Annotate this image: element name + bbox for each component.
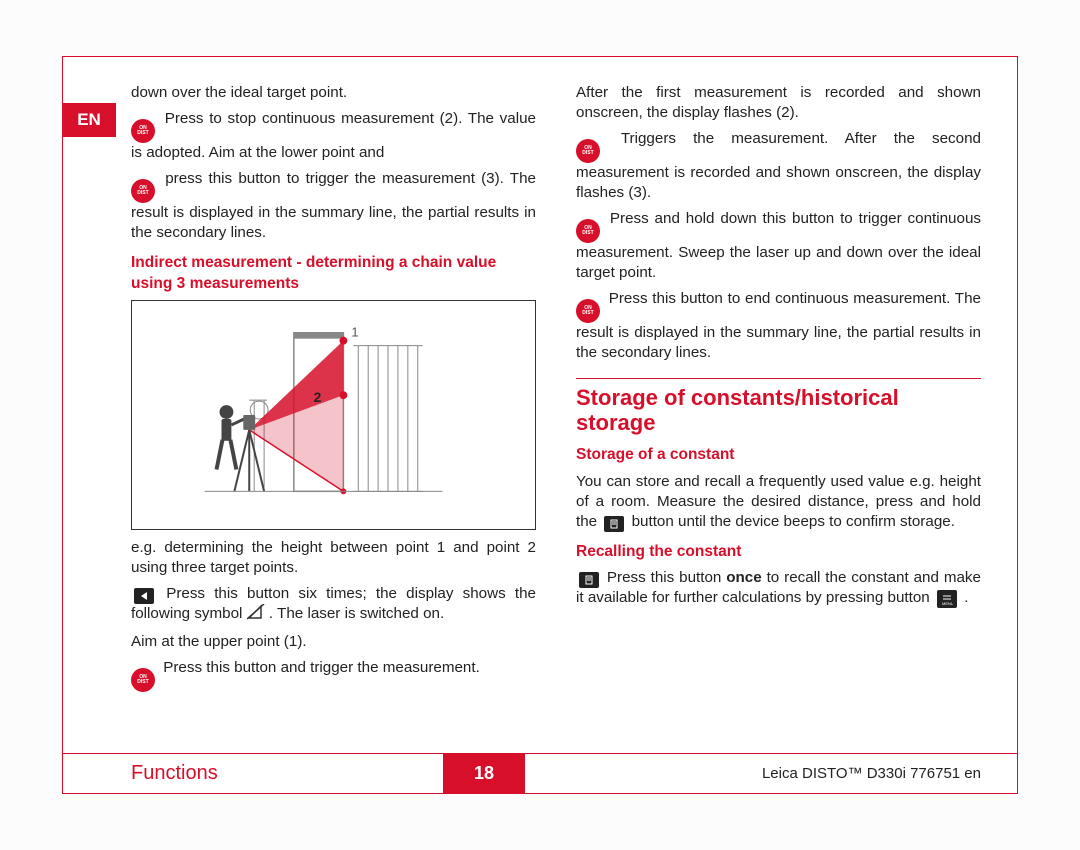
paragraph: Aim at the upper point (1). — [131, 632, 536, 652]
text: Press to stop continuous measurement (2)… — [131, 110, 536, 161]
pencil-triangle-icon — [247, 604, 265, 626]
section-heading: Storage of constants/historical storage — [576, 378, 981, 436]
paragraph: Press this button once to recall the con… — [576, 568, 981, 608]
on-dist-icon: ONDIST — [576, 219, 600, 243]
menu-button-icon: MENU — [937, 590, 957, 608]
memory-button-icon — [579, 572, 599, 588]
triangle-button-icon — [134, 588, 154, 604]
paragraph: ONDIST Press this button to end continuo… — [576, 289, 981, 363]
paragraph: ONDIST Press this button and trigger the… — [131, 658, 536, 692]
on-dist-icon: ONDIST — [131, 119, 155, 143]
language-tab: EN — [62, 103, 116, 137]
measurement-diagram: 2 1 — [131, 300, 536, 530]
text-bold: once — [726, 569, 761, 586]
text: Press this button and trigger the measur… — [163, 659, 480, 676]
body-columns: down over the ideal target point. ONDIST… — [131, 83, 981, 735]
paragraph: e.g. determining the height between poin… — [131, 538, 536, 578]
diagram-label-2: 2 — [314, 389, 322, 405]
text: Press this button — [607, 569, 726, 586]
paragraph: ONDIST Press and hold down this button t… — [576, 209, 981, 283]
footer-page-number: 18 — [443, 754, 525, 794]
on-dist-icon: ONDIST — [131, 668, 155, 692]
on-dist-icon: ONDIST — [576, 139, 600, 163]
text: . The laser is switched on. — [269, 605, 444, 622]
footer-doc-id: Leica DISTO™ D330i 776751 en — [525, 765, 1017, 782]
text: Press this button to end continuous meas… — [576, 290, 981, 361]
text: press this button to trigger the measure… — [131, 170, 536, 241]
paragraph: Press this button six times; the display… — [131, 584, 536, 626]
text: Triggers the measurement. After the seco… — [576, 130, 981, 201]
paragraph: After the first measurement is recorded … — [576, 83, 981, 123]
paragraph: You can store and recall a frequently us… — [576, 472, 981, 532]
on-dist-icon: ONDIST — [131, 179, 155, 203]
on-dist-icon: ONDIST — [576, 299, 600, 323]
subheading: Recalling the constant — [576, 542, 981, 562]
paragraph: ONDIST Triggers the measurement. After t… — [576, 129, 981, 203]
text: button until the device beeps to confirm… — [632, 513, 955, 530]
subheading: Indirect measurement - determining a cha… — [131, 253, 536, 294]
diagram-label-1: 1 — [351, 325, 358, 340]
page-border: EN down over the ideal target point. OND… — [62, 56, 1018, 794]
text: . — [964, 589, 968, 606]
paragraph: ONDIST press this button to trigger the … — [131, 169, 536, 243]
paragraph: down over the ideal target point. — [131, 83, 536, 103]
text: Press and hold down this button to trigg… — [576, 210, 981, 281]
svg-text:MENU: MENU — [942, 601, 953, 605]
page-footer: Functions 18 Leica DISTO™ D330i 776751 e… — [63, 753, 1017, 793]
footer-section-name: Functions — [63, 762, 443, 785]
paragraph: ONDIST Press to stop continuous measurem… — [131, 109, 536, 163]
memory-button-icon — [604, 516, 624, 532]
subheading: Storage of a constant — [576, 445, 981, 465]
